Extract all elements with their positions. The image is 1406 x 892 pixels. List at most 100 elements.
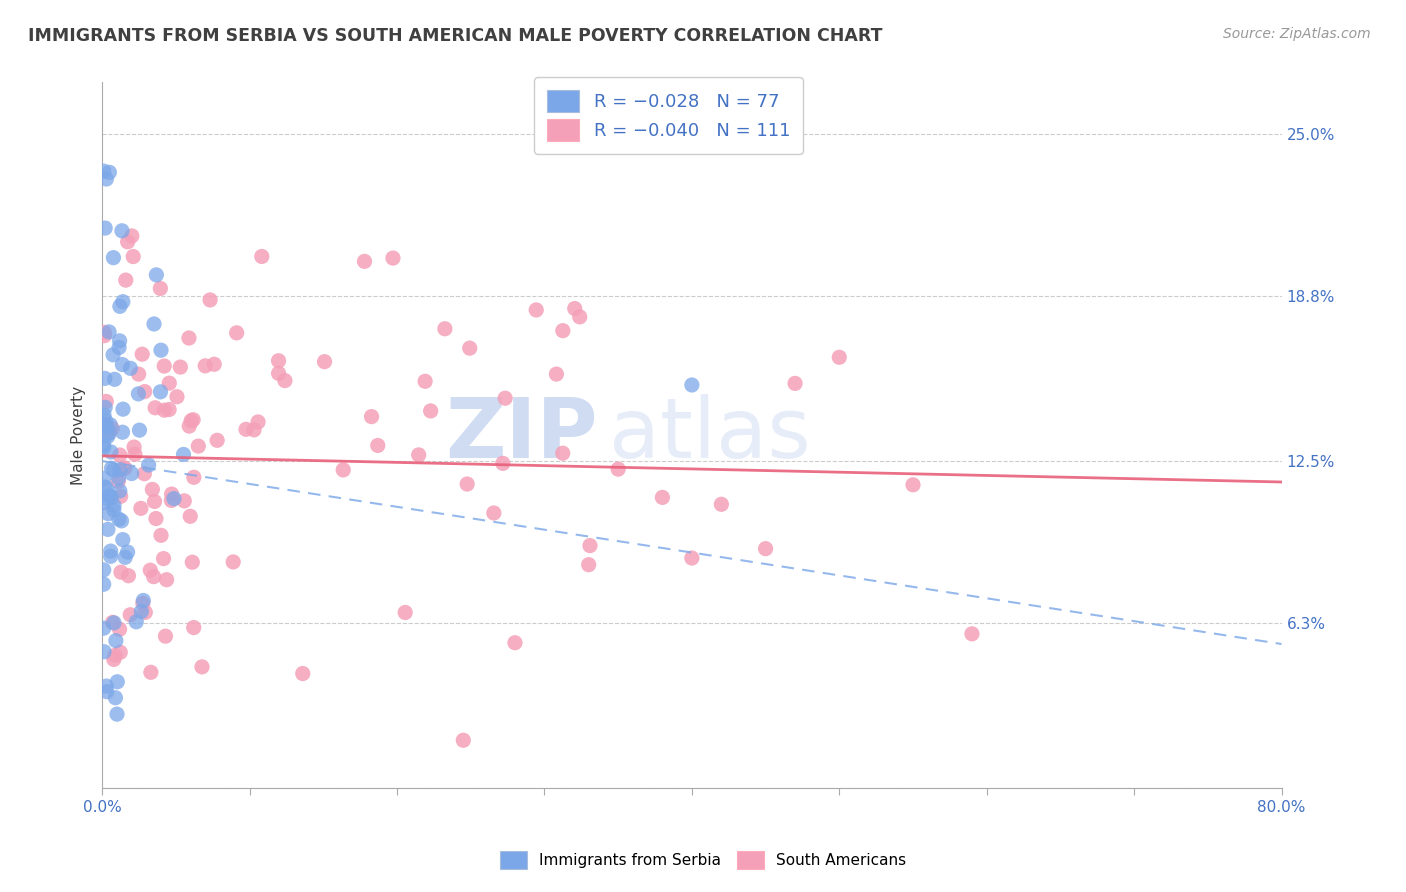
- Point: [191, 660, 214, 674]
- Point: [142, 569, 165, 583]
- Point: [110, 645, 132, 659]
- Point: [149, 384, 172, 399]
- Point: [131, 605, 153, 619]
- Point: [413, 374, 436, 388]
- Point: [105, 674, 128, 689]
- Point: [98, 489, 121, 503]
- Point: [166, 390, 188, 404]
- Point: [125, 615, 148, 629]
- Point: [98, 165, 121, 179]
- Point: [546, 367, 568, 381]
- Point: [98, 417, 121, 432]
- Point: [96, 420, 118, 434]
- Point: [100, 549, 122, 564]
- Point: [710, 497, 733, 511]
- Point: [494, 391, 516, 405]
- Point: [492, 456, 515, 470]
- Point: [100, 445, 122, 459]
- Point: [503, 636, 526, 650]
- Point: [120, 607, 142, 622]
- Point: [111, 294, 134, 309]
- Point: [202, 357, 225, 371]
- Point: [93, 577, 115, 591]
- Point: [173, 494, 195, 508]
- Point: [960, 627, 983, 641]
- Point: [103, 251, 125, 265]
- Point: [901, 478, 924, 492]
- Point: [110, 489, 132, 503]
- Point: [183, 621, 205, 635]
- Point: [100, 491, 122, 505]
- Point: [419, 404, 441, 418]
- Point: [97, 507, 120, 521]
- Point: [108, 448, 131, 462]
- Point: [433, 322, 456, 336]
- Point: [143, 317, 166, 331]
- Point: [681, 551, 703, 566]
- Point: [108, 334, 131, 348]
- Point: [353, 254, 375, 268]
- Point: [134, 384, 156, 399]
- Point: [103, 652, 125, 666]
- Point: [755, 541, 778, 556]
- Point: [828, 351, 851, 365]
- Point: [111, 402, 134, 417]
- Point: [122, 250, 145, 264]
- Point: [98, 325, 121, 339]
- Point: [108, 622, 131, 636]
- Point: [205, 434, 228, 448]
- Point: [108, 341, 131, 355]
- Point: [183, 470, 205, 484]
- Point: [181, 555, 204, 569]
- Point: [179, 419, 201, 434]
- Point: [117, 568, 139, 582]
- Point: [453, 733, 475, 747]
- Point: [98, 425, 121, 439]
- Point: [104, 633, 127, 648]
- Point: [108, 462, 131, 476]
- Point: [93, 328, 115, 343]
- Point: [132, 596, 155, 610]
- Point: [564, 301, 586, 316]
- Point: [247, 415, 270, 429]
- Point: [177, 331, 200, 345]
- Point: [127, 387, 149, 401]
- Point: [408, 448, 430, 462]
- Point: [93, 495, 115, 509]
- Point: [114, 461, 136, 475]
- Point: [579, 539, 602, 553]
- Point: [157, 402, 180, 417]
- Point: [104, 648, 127, 663]
- Point: [225, 326, 247, 340]
- Point: [96, 394, 118, 409]
- Point: [131, 347, 153, 361]
- Point: [267, 367, 290, 381]
- Point: [120, 361, 142, 376]
- Point: [149, 281, 172, 295]
- Point: [103, 463, 125, 477]
- Point: [122, 440, 145, 454]
- Point: [94, 221, 117, 235]
- Point: [94, 480, 117, 494]
- Text: ZIP: ZIP: [446, 394, 598, 475]
- Point: [482, 506, 505, 520]
- Point: [551, 446, 574, 460]
- Point: [93, 563, 115, 577]
- Point: [143, 401, 166, 415]
- Point: [367, 438, 389, 452]
- Point: [110, 514, 132, 528]
- Point: [681, 378, 703, 392]
- Point: [456, 477, 478, 491]
- Point: [134, 605, 156, 619]
- Point: [153, 403, 176, 417]
- Point: [93, 471, 115, 485]
- Point: [97, 426, 120, 441]
- Point: [155, 573, 177, 587]
- Point: [111, 358, 134, 372]
- Point: [93, 326, 115, 340]
- Point: [96, 679, 118, 693]
- Point: [160, 493, 183, 508]
- Point: [114, 550, 136, 565]
- Point: [107, 471, 129, 485]
- Point: [568, 310, 591, 324]
